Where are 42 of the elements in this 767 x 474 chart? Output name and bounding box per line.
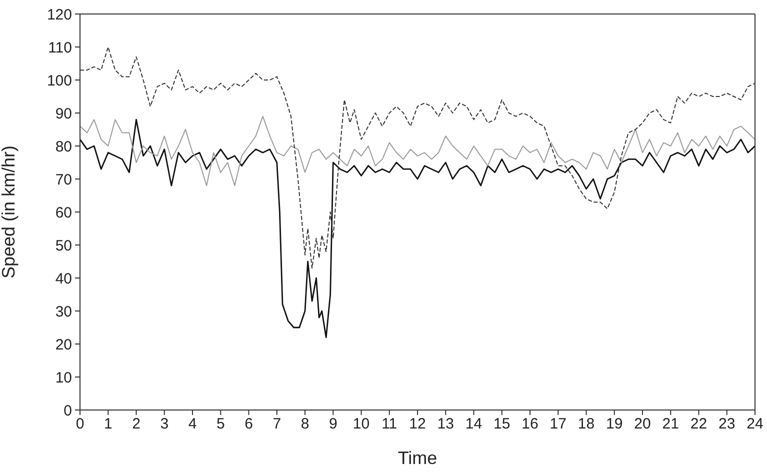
y-tick-label: 20 — [55, 336, 72, 354]
x-tick-label: 14 — [465, 416, 482, 433]
y-tick-label: 120 — [46, 6, 72, 24]
y-tick-label: 70 — [55, 171, 72, 188]
x-tick-label: 7 — [272, 416, 282, 433]
x-tick-label: 11 — [382, 416, 398, 433]
x-tick-label: 6 — [244, 416, 253, 433]
x-tick-label: 4 — [188, 416, 197, 433]
y-axis-title: Speed (in km/hr) — [0, 145, 18, 279]
x-tick-label: 15 — [494, 416, 510, 433]
x-tick-label: 3 — [160, 416, 169, 433]
y-tick-label: 0 — [64, 402, 72, 420]
y-tick-label: 30 — [55, 303, 72, 320]
x-tick-label: 13 — [437, 416, 454, 433]
x-tick-label: 24 — [746, 416, 764, 433]
x-tick-label: 23 — [718, 416, 736, 433]
x-tick-label: 10 — [352, 416, 370, 433]
x-tick-label: 5 — [216, 416, 225, 433]
x-tick-label: 12 — [409, 416, 426, 433]
x-axis-title: Time — [398, 448, 438, 468]
line-series — [80, 118, 755, 338]
y-tick-label: 60 — [55, 204, 72, 222]
y-tick-label: 90 — [55, 105, 72, 122]
x-tick-label: 21 — [662, 416, 679, 433]
x-tick-label: 2 — [132, 416, 140, 433]
x-tick-label: 19 — [606, 416, 623, 433]
y-tick-label: 10 — [55, 369, 72, 386]
x-tick-label: 16 — [522, 416, 538, 433]
y-tick-label: 80 — [55, 138, 72, 156]
y-tick-label: 50 — [55, 237, 72, 254]
x-tick-label: 0 — [76, 416, 84, 433]
x-tick-label: 8 — [300, 416, 310, 433]
line-series — [80, 116, 755, 186]
x-tick-label: 1 — [104, 416, 112, 433]
y-tick-label: 110 — [48, 39, 72, 56]
y-tick-label: 40 — [55, 270, 72, 288]
x-tick-label: 22 — [690, 416, 708, 433]
x-tick-label: 18 — [578, 416, 595, 433]
x-tick-label: 17 — [550, 416, 566, 433]
y-tick-label: 100 — [46, 72, 72, 90]
x-tick-label: 9 — [328, 416, 338, 433]
x-tick-label: 20 — [634, 416, 651, 433]
